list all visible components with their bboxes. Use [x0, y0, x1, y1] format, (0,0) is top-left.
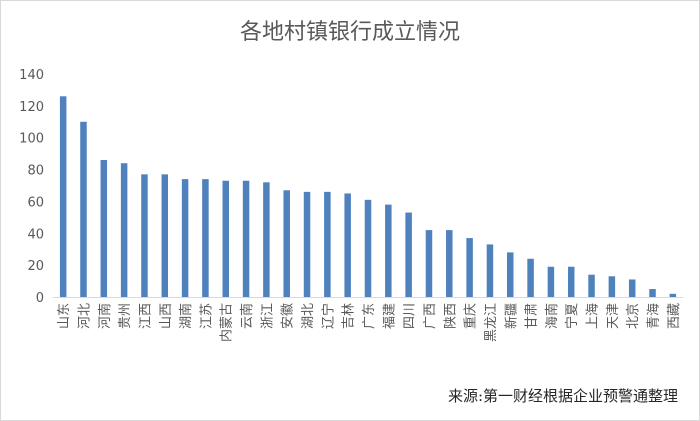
- y-tick-label: 120: [19, 100, 44, 115]
- x-axis-labels: 山东 河北 河南 贵州 江西 山西 湖南 江苏 内蒙古 云南 浙江 安徽 湖北 辽宁 吉林 广东 福建 四川 广西陕…: [57, 303, 682, 342]
- x-tick-label: 广西: [423, 303, 438, 329]
- y-tick-label: 20: [27, 259, 44, 274]
- x-tick-label: 上海: [586, 303, 601, 329]
- y-tick-label: 60: [27, 195, 44, 210]
- x-tick-label: 海南: [544, 303, 560, 329]
- x-tick-label: 重庆: [463, 303, 479, 329]
- x-tick-label: 辽宁: [320, 303, 336, 329]
- x-tick-label: 新疆: [503, 303, 519, 329]
- bar: [303, 191, 311, 297]
- bar: [567, 266, 575, 297]
- x-tick-label: 江苏: [198, 303, 214, 329]
- x-tick-label: 宁夏: [564, 303, 580, 329]
- x-tick-label: 吉林: [342, 303, 357, 329]
- x-tick-label: 山东: [57, 303, 72, 329]
- x-tick-label: 河南: [97, 303, 113, 329]
- bar: [527, 258, 534, 297]
- x-tick-label: 江西: [138, 303, 153, 329]
- bar: [385, 204, 392, 297]
- x-tick-label: 青海: [647, 303, 662, 329]
- bar: [486, 244, 494, 297]
- y-tick-label: 100: [19, 132, 44, 147]
- bar: [141, 174, 148, 297]
- chart-title: 各地村镇银行成立情况: [239, 20, 460, 45]
- x-tick-label: 四川: [403, 303, 418, 329]
- bar: [608, 276, 616, 297]
- y-tick-label: 80: [27, 164, 44, 179]
- bar: [202, 179, 209, 297]
- x-tick-label: 湖北: [301, 303, 316, 329]
- x-tick-label: 甘肃: [525, 303, 540, 329]
- bars: [59, 96, 677, 298]
- bar: [283, 190, 290, 297]
- x-tick-label: 福建: [382, 303, 397, 329]
- x-tick-label: 安徽: [281, 303, 296, 329]
- bar: [669, 293, 677, 297]
- x-tick-label: 云南: [239, 303, 255, 329]
- bar: [242, 180, 250, 297]
- bar: [588, 274, 595, 297]
- bar: [425, 230, 433, 297]
- y-tick-label: 40: [27, 227, 44, 242]
- bar: [100, 160, 108, 297]
- bar: [364, 199, 372, 297]
- x-tick-label: 湖南: [178, 303, 194, 329]
- x-tick-label: 浙江: [260, 303, 275, 329]
- x-tick-label: 内蒙古: [219, 303, 235, 342]
- x-tick-label: 陕西: [443, 303, 458, 329]
- x-tick-label: 山西: [159, 303, 174, 329]
- bar: [628, 279, 636, 297]
- bar: [649, 289, 656, 297]
- bar: [344, 193, 351, 297]
- bar: [120, 163, 128, 297]
- bar: [446, 230, 453, 297]
- bar: [324, 191, 331, 297]
- x-tick-label: 河北: [77, 303, 92, 329]
- bar: [547, 266, 555, 297]
- bar: [405, 212, 412, 297]
- bar: [161, 174, 169, 297]
- x-tick-label: 西藏: [667, 303, 682, 329]
- x-tick-label: 黑龙江: [484, 303, 499, 342]
- bar: [263, 182, 270, 297]
- bar: [80, 121, 87, 298]
- x-tick-label: 广东: [362, 303, 377, 329]
- x-tick-label: 贵州: [118, 303, 133, 329]
- bar: [59, 96, 67, 297]
- source-note: 来源:第一财经根据企业预警通整理: [447, 387, 678, 405]
- y-tick-label: 140: [19, 68, 44, 83]
- x-tick-label: 天津: [606, 303, 621, 329]
- bar: [222, 180, 229, 297]
- bar: [507, 252, 514, 297]
- bar: [466, 238, 473, 297]
- bar: [181, 179, 189, 297]
- y-tick-label: 0: [36, 291, 44, 306]
- y-axis-labels: 0 20 40 60 80 100 120 140: [19, 68, 44, 306]
- x-tick-label: 北京: [626, 303, 641, 329]
